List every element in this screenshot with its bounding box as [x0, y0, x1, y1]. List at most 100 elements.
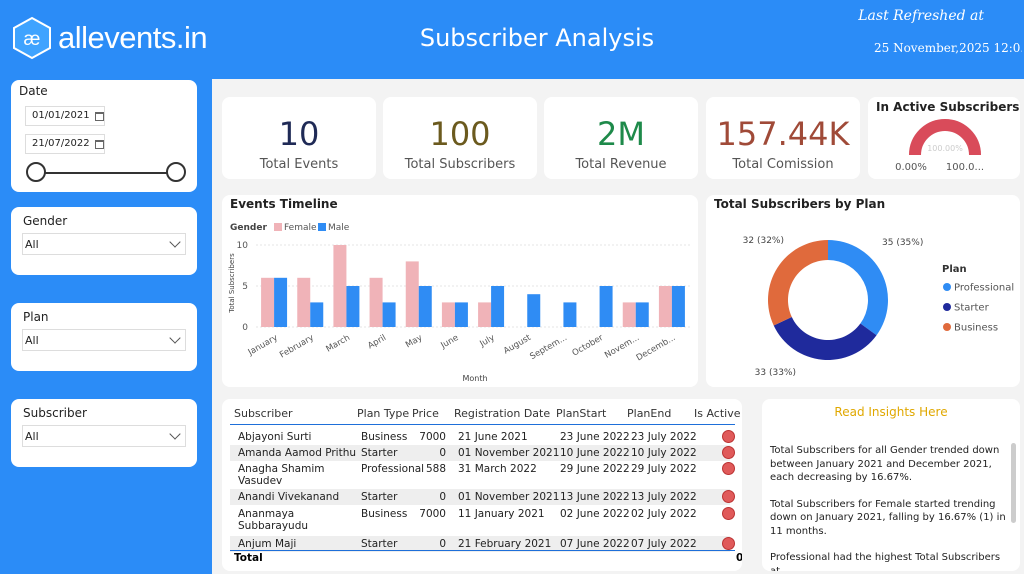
table-cell: 7000: [419, 508, 446, 520]
donut-slice-professional[interactable]: [828, 240, 888, 336]
table-row[interactable]: Abjayoni Surti Business 7000 21 June 2021 23…: [230, 429, 735, 445]
kpi-total-subscribers[interactable]: 100 Total Subscribers: [383, 97, 537, 179]
plan-dropdown[interactable]: All: [22, 329, 186, 351]
bar-male[interactable]: [491, 286, 505, 327]
x-tick-label: April: [366, 333, 388, 351]
table-row[interactable]: Amanda Aamod Prithu Starter 0 01 November 2…: [230, 445, 735, 461]
bar-female[interactable]: [658, 286, 672, 327]
table-row[interactable]: Anandi Vivekanand Starter 0 01 November 202…: [230, 489, 735, 505]
table-cell: 07 July 2022: [631, 538, 697, 550]
date-start-value: 01/01/2021: [32, 110, 90, 121]
chart-title: Events Timeline: [230, 197, 338, 211]
table-cell: Anandi Vivekanand: [238, 491, 340, 503]
table-cell: Anagha Shamim Vasudev: [238, 463, 325, 487]
x-tick-label: January: [246, 333, 280, 358]
table-row[interactable]: Anagha Shamim Vasudev Professional 588 31 M…: [230, 461, 735, 489]
table-cell: 23 June 2022: [560, 431, 630, 443]
insight-paragraph: Professional had the highest Total Subsc…: [770, 552, 1001, 571]
kpi-label: Total Comission: [732, 157, 834, 172]
bar-female[interactable]: [622, 302, 636, 327]
donut-slice-starter[interactable]: [773, 317, 877, 360]
subscribers-by-plan-card[interactable]: Total Subscribers by Plan 35 (35%) 33 (33…: [706, 195, 1020, 387]
inactive-status-icon: [722, 446, 735, 459]
date-end-input[interactable]: 21/07/2022: [25, 134, 105, 154]
gauge-title: In Active Subscribers: [876, 100, 1020, 114]
bar-male[interactable]: [563, 302, 577, 327]
gender-dropdown[interactable]: All: [22, 233, 186, 255]
table-row[interactable]: Anjum Maji Starter 0 21 February 2021 07 Jun…: [230, 536, 735, 552]
last-refreshed-label: Last Refreshed at: [858, 8, 984, 24]
date-slider-track[interactable]: [36, 172, 179, 174]
table-cell: Abjayoni Surti: [238, 431, 312, 443]
legend-swatch: [943, 303, 951, 311]
insight-paragraph: Total Subscribers for Female started tre…: [770, 498, 1006, 537]
bar-female[interactable]: [478, 302, 492, 327]
donut-slice-business[interactable]: [768, 240, 828, 326]
date-end-value: 21/07/2022: [32, 138, 90, 149]
kpi-total-revenue[interactable]: 2M Total Revenue: [544, 97, 698, 179]
calendar-icon[interactable]: [95, 112, 104, 121]
x-tick-label: July: [477, 333, 496, 350]
table-cell: Professional: [361, 463, 425, 475]
column-header[interactable]: Registration Date: [454, 407, 551, 420]
bar-male[interactable]: [346, 286, 360, 327]
column-header[interactable]: PlanEnd: [627, 407, 672, 420]
bar-female[interactable]: [261, 277, 275, 327]
table-cell: 01 November 2021: [458, 491, 560, 503]
table-cell: 07 June 2022: [560, 538, 630, 550]
kpi-total-comission[interactable]: 157.44K Total Comission: [706, 97, 860, 179]
table-cell: 10 June 2022: [560, 447, 630, 459]
bar-male[interactable]: [310, 302, 324, 327]
logo: æ allevents.in: [10, 16, 208, 60]
column-header[interactable]: Plan Type: [357, 407, 410, 420]
subscriber-dropdown-value: All: [25, 430, 39, 443]
inactive-status-icon: [722, 430, 735, 443]
inactive-subscribers-gauge: 100.00% 0.00% 100.0...: [895, 119, 984, 173]
legend-label: Male: [328, 223, 350, 233]
events-timeline-card[interactable]: Events Timeline Gender Female Male 0 5 10 J…: [222, 195, 698, 387]
bar-female[interactable]: [297, 277, 311, 327]
bar-male[interactable]: [527, 294, 541, 327]
bar-female[interactable]: [405, 261, 419, 327]
column-header[interactable]: Subscriber: [234, 407, 293, 420]
subscriber-dropdown[interactable]: All: [22, 425, 186, 447]
table-cell: Starter: [361, 538, 398, 550]
bar-male[interactable]: [635, 302, 649, 327]
bar-male[interactable]: [671, 286, 685, 327]
inactive-status-icon: [722, 490, 735, 503]
bar-female[interactable]: [369, 277, 383, 327]
bar-female[interactable]: [441, 302, 455, 327]
column-header[interactable]: Is Active: [694, 407, 741, 420]
column-header[interactable]: Price: [412, 407, 439, 420]
table-cell: Starter: [361, 447, 398, 459]
bar-male[interactable]: [418, 286, 432, 327]
chevron-down-icon: [169, 332, 181, 344]
kpi-value: 100: [429, 115, 491, 153]
inactive-subscribers-gauge-card[interactable]: In Active Subscribers 100.00% 0.00% 100.…: [868, 97, 1020, 179]
calendar-icon[interactable]: [95, 140, 104, 149]
inactive-status-icon: [722, 537, 735, 550]
subscriber-table-card[interactable]: Subscriber Plan Type Price Registration Dat…: [222, 399, 742, 571]
column-header[interactable]: PlanStart: [556, 407, 607, 420]
subscriber-filter-label: Subscriber: [23, 406, 87, 420]
table-row[interactable]: Ananmaya Subbarayudu Business 7000 11 Janua…: [230, 506, 735, 536]
legend-label: Starter: [954, 303, 990, 314]
bar-female[interactable]: [333, 245, 347, 327]
date-slider-end-handle[interactable]: [166, 162, 186, 182]
insights-card[interactable]: Read Insights Here Total Subscribers for…: [762, 399, 1020, 571]
legend-title: Gender: [230, 223, 267, 233]
bar-male[interactable]: [454, 302, 468, 327]
legend-label: Professional: [954, 283, 1014, 294]
table-cell: 01 November 2021: [458, 447, 560, 459]
kpi-value: 10: [278, 115, 320, 153]
bar-male[interactable]: [599, 286, 613, 327]
y-axis-label: Total Subscribers: [228, 253, 236, 314]
bar-male[interactable]: [274, 277, 288, 327]
legend-swatch: [943, 323, 951, 331]
date-start-input[interactable]: 01/01/2021: [25, 106, 105, 126]
bar-male[interactable]: [382, 302, 396, 327]
y-tick-label: 10: [237, 241, 249, 251]
kpi-total-events[interactable]: 10 Total Events: [222, 97, 376, 179]
insights-scrollbar[interactable]: [1011, 443, 1016, 523]
date-slider-start-handle[interactable]: [26, 162, 46, 182]
